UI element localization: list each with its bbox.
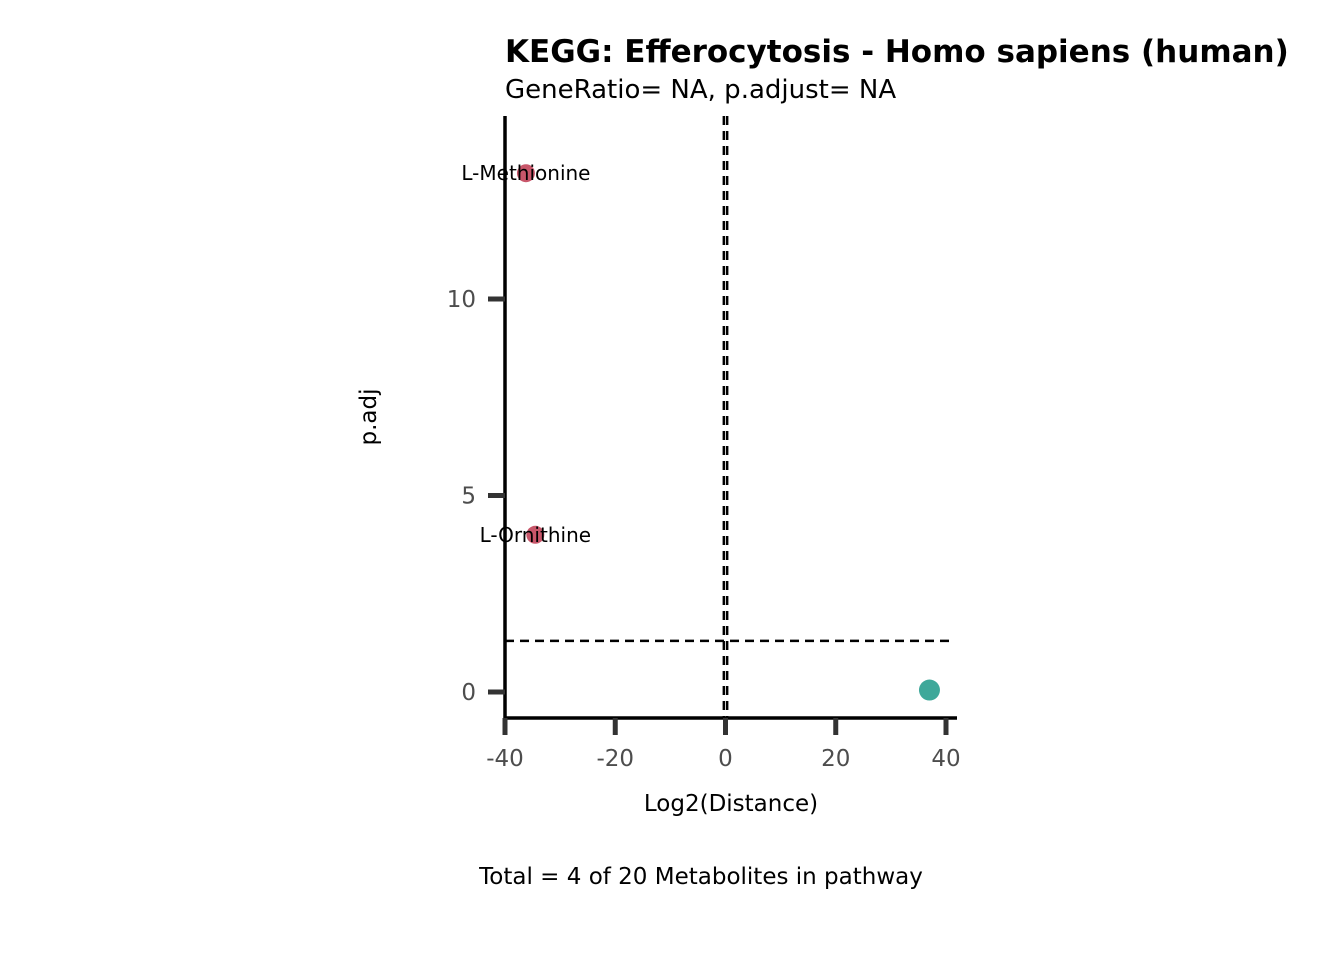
axes: [503, 116, 957, 720]
chart-title: KEGG: Efferocytosis - Homo sapiens (huma…: [505, 34, 1289, 70]
data-points: [516, 164, 940, 701]
chart-subtitle: GeneRatio= NA, p.adjust= NA: [505, 75, 896, 105]
ticks: -40 -20 0 20 40 0 5 10: [447, 287, 961, 772]
y-tick-label: 10: [447, 287, 476, 313]
chart-caption: Total = 4 of 20 Metabolites in pathway: [478, 864, 923, 890]
data-point: [918, 679, 940, 701]
x-tick-label: 0: [718, 746, 733, 772]
x-axis-title: Log2(Distance): [644, 791, 818, 817]
y-tick-label: 0: [461, 680, 476, 706]
y-tick-label: 5: [461, 484, 476, 510]
x-tick-label: -20: [596, 746, 634, 772]
reference-lines: [505, 116, 950, 718]
data-point: [526, 525, 545, 544]
point-label: L-Methionine: [461, 161, 590, 185]
x-tick-label: 40: [931, 746, 960, 772]
data-point: [516, 164, 535, 183]
x-tick-label: 20: [821, 746, 850, 772]
y-axis-title: p.adj: [356, 389, 382, 446]
point-labels: L-Methionine L-Ornithine: [461, 161, 591, 547]
x-tick-label: -40: [486, 746, 524, 772]
point-label: L-Ornithine: [480, 523, 591, 547]
